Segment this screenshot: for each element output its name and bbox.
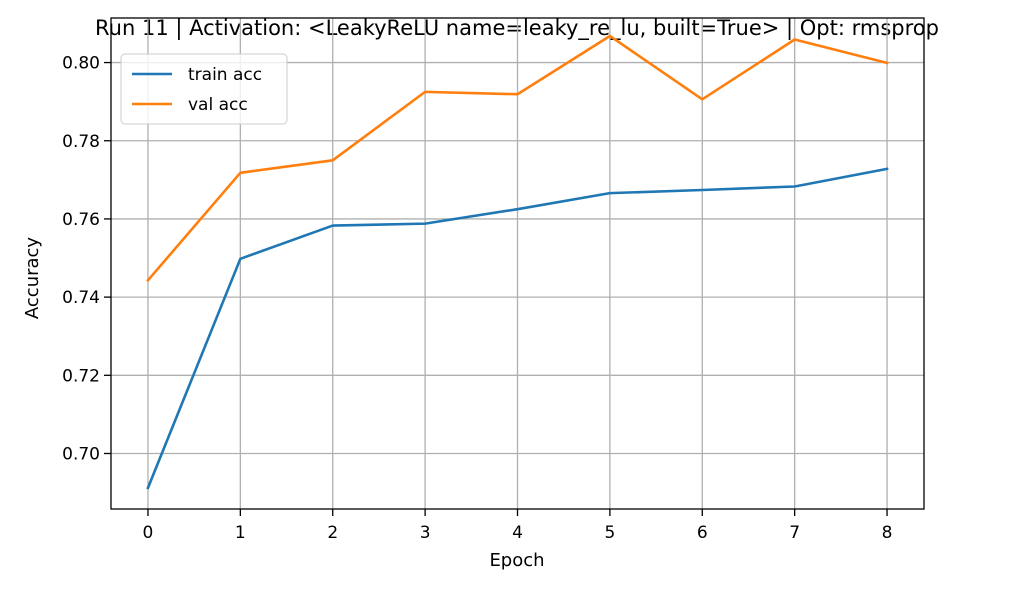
legend: train acc val acc — [120, 53, 288, 125]
tick-layer: 0 1 2 3 4 5 6 7 8 0.70 0.72 0.74 0.76 0.78 0.80 — [62, 54, 892, 543]
legend-label-train-acc: train acc — [188, 65, 262, 85]
x-tick-label: 4 — [512, 523, 523, 543]
x-axis-label: Epoch — [489, 550, 544, 571]
y-tick-label: 0.78 — [62, 132, 100, 152]
x-tick-label: 5 — [604, 523, 615, 543]
y-tick-label: 0.70 — [62, 444, 100, 464]
x-tick-label: 1 — [235, 523, 246, 543]
y-tick-label: 0.76 — [62, 210, 100, 230]
series-line-train-acc — [146, 167, 889, 490]
x-tick-label: 6 — [697, 523, 708, 543]
legend-items: train acc val acc — [132, 65, 262, 115]
series-line-val-acc — [146, 34, 889, 283]
legend-label-val-acc: val acc — [188, 95, 248, 115]
y-tick-label: 0.72 — [62, 366, 100, 386]
y-tick-label: 0.74 — [62, 288, 100, 308]
series-layer — [146, 34, 889, 490]
legend-frame — [120, 53, 288, 125]
x-tick-label: 0 — [143, 523, 154, 543]
x-tick-label: 2 — [327, 523, 338, 543]
x-tick-label: 7 — [789, 523, 800, 543]
y-axis-label: Accuracy — [22, 237, 43, 320]
x-tick-label: 8 — [882, 523, 893, 543]
x-tick-label: 3 — [420, 523, 431, 543]
y-tick-label: 0.80 — [62, 54, 100, 74]
